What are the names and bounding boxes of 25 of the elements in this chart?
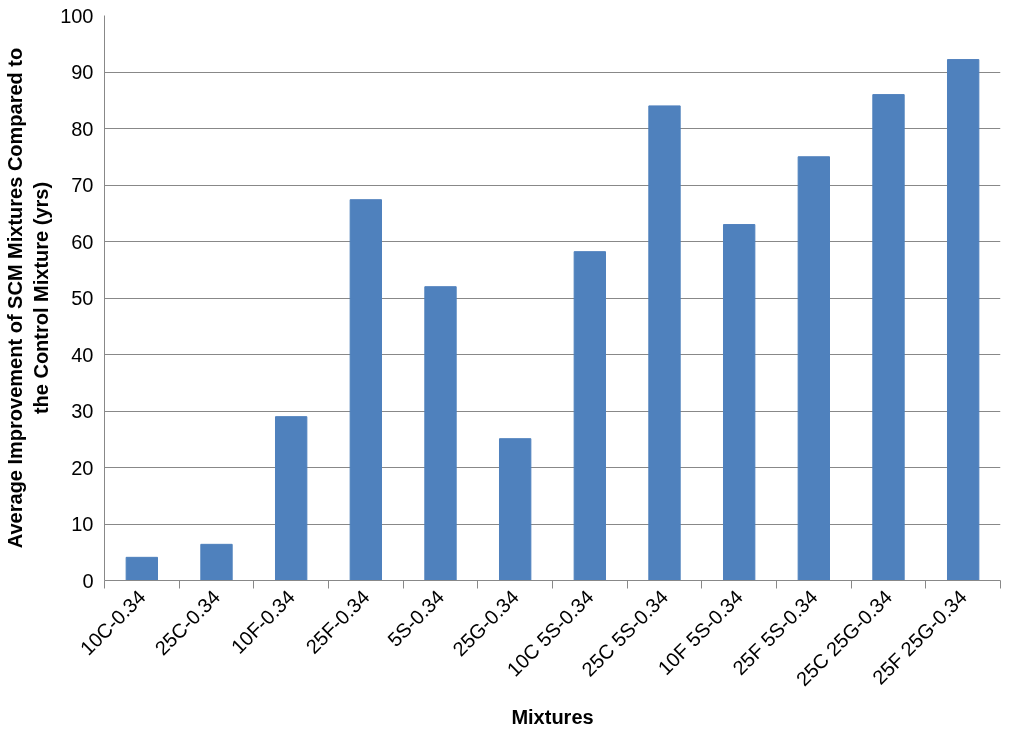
y-tick-label: 50 [71, 287, 94, 309]
bar [200, 543, 233, 581]
bar [125, 556, 159, 581]
x-axis-title: Mixtures [511, 705, 594, 728]
bar [274, 416, 308, 581]
bar [797, 156, 831, 581]
bar [946, 59, 980, 581]
bar [872, 94, 905, 581]
bar [722, 224, 756, 581]
y-tick-label: 20 [71, 456, 94, 479]
y-tick-label: 30 [71, 400, 94, 422]
y-tick-label: 10 [71, 513, 94, 535]
y-tick-label: 0 [82, 569, 94, 592]
bar [424, 286, 457, 581]
bar [349, 199, 383, 581]
bar [648, 105, 681, 581]
y-tick-label: 70 [71, 174, 94, 196]
y-axis-title: Average Improvement of SCM Mixtures Compared to the Control Mixture (yrs) [3, 47, 53, 549]
y-tick-label: 60 [71, 230, 94, 253]
bar [498, 438, 532, 581]
y-tick-label: 90 [71, 61, 94, 83]
bar [573, 251, 607, 581]
y-tick-label: 100 [60, 4, 94, 27]
y-tick-label: 40 [71, 343, 94, 366]
y-tick-label: 80 [71, 117, 94, 140]
